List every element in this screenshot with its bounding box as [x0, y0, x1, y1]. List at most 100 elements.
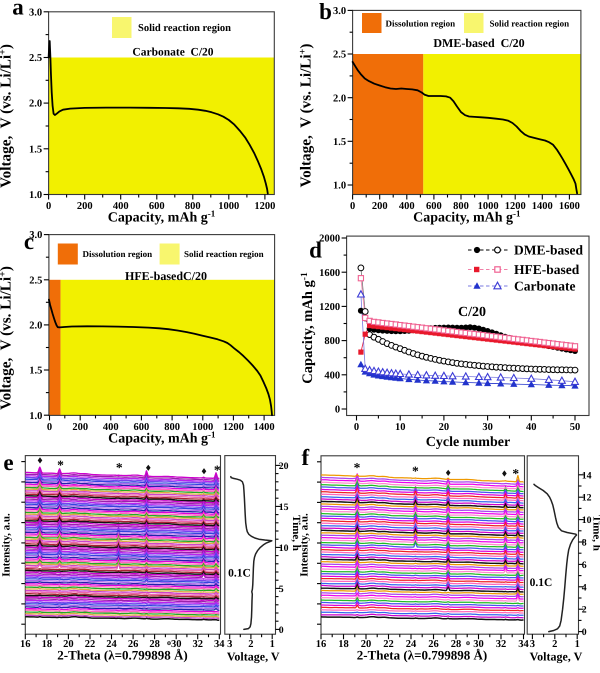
- svg-text:Solid reaction region: Solid reaction region: [490, 19, 570, 29]
- svg-text:2.0: 2.0: [29, 99, 42, 110]
- svg-text:*: *: [116, 460, 123, 475]
- svg-text:o: o: [167, 638, 171, 647]
- svg-text:10: 10: [395, 422, 406, 433]
- svg-text:1.0: 1.0: [29, 190, 42, 201]
- svg-text:DME-based C/20: DME-based C/20: [433, 36, 524, 50]
- svg-text:16: 16: [316, 639, 327, 650]
- svg-text:2-Theta (λ=0.799898 Å): 2-Theta (λ=0.799898 Å): [357, 648, 487, 663]
- svg-text:Voltage, V: Voltage, V: [530, 650, 583, 664]
- svg-text:2: 2: [248, 639, 253, 650]
- svg-text:0: 0: [279, 625, 284, 636]
- svg-text:2-Theta (λ=0.799898 Å): 2-Theta (λ=0.799898 Å): [57, 648, 187, 663]
- svg-text:1.5: 1.5: [29, 144, 42, 155]
- svg-text:0: 0: [354, 422, 359, 433]
- svg-text:8: 8: [582, 538, 587, 549]
- svg-text:40: 40: [526, 422, 537, 433]
- svg-text:2.0: 2.0: [333, 93, 346, 104]
- svg-text:5: 5: [279, 584, 284, 595]
- svg-text:3: 3: [227, 639, 232, 650]
- svg-text:6: 6: [582, 560, 587, 571]
- svg-text:Voltage, V (vs. Li/Li+): Voltage, V (vs. Li/Li+): [298, 44, 315, 188]
- svg-text:*: *: [512, 466, 519, 481]
- svg-text:1.5: 1.5: [333, 137, 346, 148]
- svg-text:1.0: 1.0: [29, 411, 42, 422]
- svg-text:1: 1: [575, 639, 580, 650]
- svg-text:Capacity, mAh g-1: Capacity, mAh g-1: [413, 209, 521, 226]
- svg-text:4: 4: [582, 582, 587, 593]
- svg-text:10: 10: [279, 543, 289, 554]
- svg-text:Carbonate: Carbonate: [514, 279, 576, 294]
- svg-text:d: d: [309, 238, 322, 263]
- svg-text:2.5: 2.5: [333, 50, 346, 61]
- svg-text:16: 16: [20, 639, 31, 650]
- svg-text:Time, h: Time, h: [591, 515, 600, 551]
- svg-text:a: a: [12, 0, 24, 20]
- svg-text:14: 14: [582, 470, 592, 481]
- svg-text:10: 10: [582, 515, 592, 526]
- svg-text:30: 30: [482, 422, 493, 433]
- svg-text:f: f: [301, 445, 309, 470]
- svg-text:18: 18: [42, 639, 53, 650]
- svg-text:0.1C: 0.1C: [228, 568, 251, 580]
- svg-text:*: *: [57, 458, 64, 473]
- svg-text:15: 15: [279, 502, 289, 513]
- svg-text:1.0: 1.0: [333, 181, 346, 192]
- svg-text:0.1C: 0.1C: [530, 577, 553, 589]
- svg-text:32: 32: [192, 639, 203, 650]
- svg-text:1200: 1200: [254, 201, 275, 212]
- svg-text:c: c: [24, 229, 34, 254]
- svg-text:2.0: 2.0: [29, 321, 42, 332]
- svg-text:200: 200: [372, 201, 388, 212]
- svg-text:1400: 1400: [532, 201, 553, 212]
- svg-text:20: 20: [439, 422, 450, 433]
- svg-text:*: *: [412, 463, 419, 478]
- svg-text:3.0: 3.0: [29, 7, 42, 18]
- svg-text:b: b: [319, 0, 332, 24]
- svg-text:*: *: [214, 463, 221, 478]
- svg-text:200: 200: [77, 201, 93, 212]
- svg-text:Dissolution region: Dissolution region: [83, 249, 153, 259]
- svg-text:12: 12: [582, 493, 592, 504]
- svg-text:2.5: 2.5: [29, 53, 42, 64]
- svg-text:34: 34: [214, 639, 225, 650]
- svg-text:*: *: [354, 460, 361, 475]
- svg-text:2.5: 2.5: [29, 275, 42, 286]
- svg-text:0: 0: [47, 422, 52, 433]
- svg-text:1200: 1200: [319, 302, 340, 313]
- svg-text:32: 32: [496, 639, 507, 650]
- svg-text:Capacity, mAh g-1: Capacity, mAh g-1: [108, 209, 216, 226]
- svg-text:Voltage, V (vs. Li/Li+): Voltage, V (vs. Li/Li+): [0, 44, 15, 188]
- svg-text:2000: 2000: [319, 234, 340, 245]
- svg-text:2: 2: [552, 639, 557, 650]
- svg-text:1200: 1200: [223, 422, 244, 433]
- svg-text:0: 0: [350, 201, 355, 212]
- svg-text:DME-based: DME-based: [514, 243, 583, 258]
- svg-text:Capacity, mAh g-1: Capacity, mAh g-1: [108, 429, 216, 446]
- svg-text:1: 1: [270, 639, 275, 650]
- svg-text:0: 0: [582, 627, 587, 638]
- svg-text:800: 800: [324, 336, 340, 347]
- svg-text:HFE-based: HFE-based: [514, 262, 580, 277]
- svg-text:Capacity, mAh g-1: Capacity, mAh g-1: [300, 272, 316, 384]
- svg-text:200: 200: [72, 422, 88, 433]
- svg-text:Intensity, a.u.: Intensity, a.u.: [299, 513, 311, 577]
- svg-text:Voltage, V: Voltage, V: [227, 650, 280, 664]
- svg-text:34: 34: [518, 639, 529, 650]
- svg-text:50: 50: [570, 422, 581, 433]
- svg-text:1.5: 1.5: [29, 366, 42, 377]
- svg-text:o: o: [466, 638, 470, 647]
- svg-text:e: e: [3, 450, 13, 475]
- svg-text:Solid reaction region: Solid reaction region: [138, 23, 231, 34]
- svg-text:20: 20: [279, 461, 289, 472]
- svg-text:Intensity, a.u.: Intensity, a.u.: [1, 513, 13, 577]
- svg-text:18: 18: [338, 639, 349, 650]
- svg-text:Carbonate C/20: Carbonate C/20: [132, 47, 213, 59]
- svg-text:1600: 1600: [559, 201, 580, 212]
- svg-text:Dissolution region: Dissolution region: [386, 19, 456, 29]
- svg-text:3: 3: [530, 639, 535, 650]
- svg-text:2: 2: [582, 605, 587, 616]
- svg-text:C/20: C/20: [458, 305, 486, 320]
- svg-text:HFE-basedC/20: HFE-basedC/20: [125, 269, 207, 283]
- svg-text:1400: 1400: [254, 422, 275, 433]
- svg-text:3.0: 3.0: [333, 6, 346, 17]
